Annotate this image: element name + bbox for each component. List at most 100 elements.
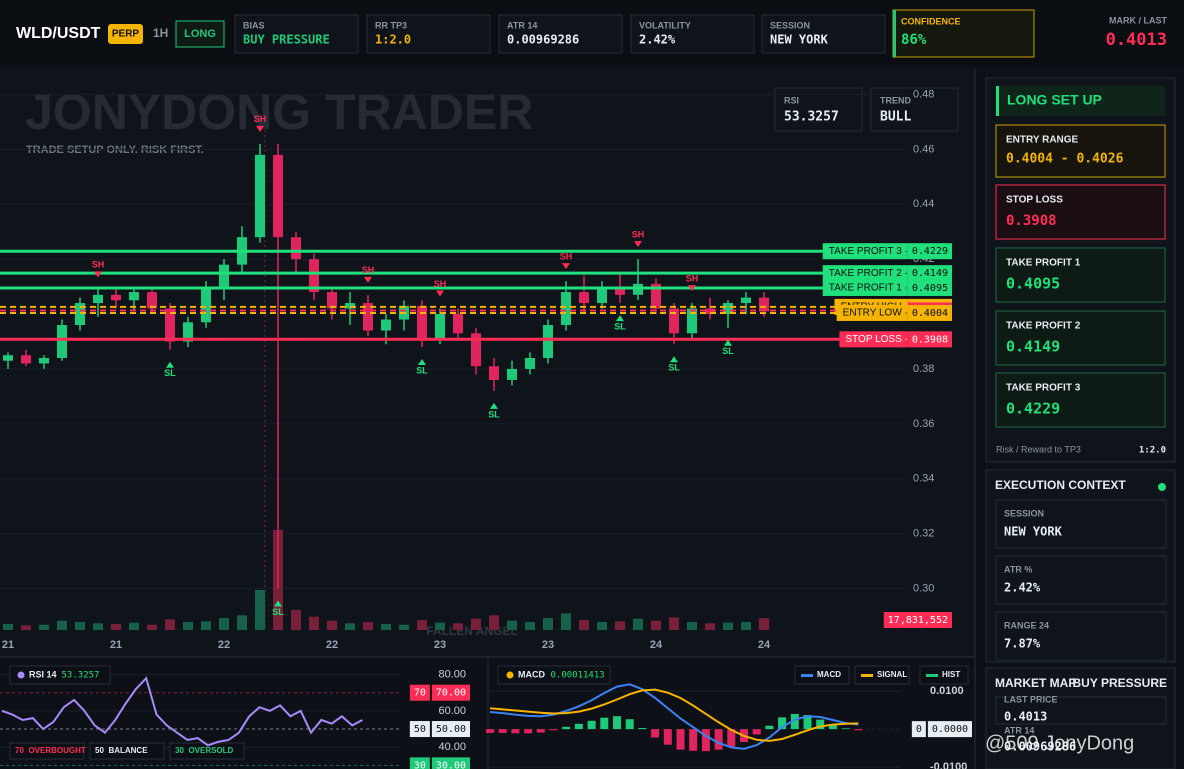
x-tick-label: 22 xyxy=(326,639,338,651)
map-label: LAST PRICE xyxy=(1004,694,1058,704)
volume-bar xyxy=(201,621,211,630)
band-legend-name: OVERSOLD xyxy=(188,746,233,755)
volume-bar xyxy=(111,624,121,630)
candle-body xyxy=(651,283,661,309)
volume-bar xyxy=(39,624,49,630)
volume-bar xyxy=(3,624,13,630)
rsi-value: 53.3257 xyxy=(784,110,839,125)
band-value: 30 xyxy=(414,760,426,769)
band-legend-box xyxy=(9,742,85,760)
swing-arrow xyxy=(616,315,624,322)
legend-name: SIGNAL xyxy=(877,670,907,679)
hist-bar xyxy=(803,715,812,730)
legend-value: 0.00011413 xyxy=(550,671,604,681)
hist-bar xyxy=(574,723,583,730)
panel-title-box xyxy=(996,86,1165,116)
rr-label: Risk / Reward to TP3 xyxy=(996,444,1081,454)
level-name: STOP LOSS · xyxy=(845,334,907,345)
volume-bar xyxy=(345,623,355,630)
legend-value: 53.3257 xyxy=(62,671,100,681)
volume-bar xyxy=(507,620,517,630)
swing-label: SL xyxy=(488,409,500,419)
volume-bar xyxy=(363,622,373,630)
legend-swatch xyxy=(861,674,873,677)
swing-label: SL xyxy=(272,607,284,617)
watermark-title: JONYDONG TRADER xyxy=(25,84,533,140)
volume-bar xyxy=(237,615,247,630)
macd-chart: 0.0100 0.0000 0 -0.0100 MACD 0.00011413 MACD SI… xyxy=(486,665,972,769)
swing-arrow xyxy=(418,358,426,365)
level-value-box xyxy=(907,265,952,282)
zero-badge: 0 xyxy=(916,724,922,735)
x-tick-label: 21 xyxy=(2,639,14,651)
map-box xyxy=(995,696,1167,725)
tp-label: TAKE PROFIT 3 xyxy=(1006,383,1081,394)
y-tick-label: -0.0100 xyxy=(930,761,967,769)
band-label-box xyxy=(431,684,470,701)
stat-value: NEW YORK xyxy=(770,33,829,47)
confidence-accent xyxy=(893,10,896,57)
band-legend-box xyxy=(169,742,245,760)
level-value: 0.3908 xyxy=(912,334,948,345)
candle-body xyxy=(327,292,337,309)
level-name-box xyxy=(822,279,908,296)
swing-arrow xyxy=(562,263,570,270)
candle-body xyxy=(417,305,427,339)
candle-body xyxy=(57,325,67,358)
tp-box xyxy=(995,372,1166,428)
volume-bar xyxy=(291,610,301,630)
candle-body xyxy=(147,292,157,309)
swing-label: SL xyxy=(614,321,626,331)
rsi-line xyxy=(1,676,363,747)
legend-name: MACD xyxy=(518,669,545,679)
hist-bar xyxy=(828,724,837,730)
candle-body xyxy=(561,292,571,326)
band-legend-value: 30 xyxy=(175,746,184,755)
legend-name: MACD xyxy=(817,670,841,679)
context-box xyxy=(995,499,1167,549)
level-name-box xyxy=(822,265,908,282)
band-legend-box xyxy=(89,742,165,760)
trend-value: BULL xyxy=(880,110,911,125)
volume-bar xyxy=(399,624,409,630)
price-chart: 0.300.320.340.360.380.400.420.440.460.48… xyxy=(0,88,952,651)
volume-bar xyxy=(183,622,193,630)
volume-bar xyxy=(579,620,589,630)
stat-value: 2.42% xyxy=(639,33,676,47)
swing-label: SH xyxy=(254,114,267,124)
volume-bar xyxy=(741,622,751,630)
market-badge xyxy=(108,24,143,44)
legend-box xyxy=(9,665,111,685)
tp-label: TAKE PROFIT 2 xyxy=(1006,321,1081,332)
band-legend-name: OVERBOUGHT xyxy=(28,746,85,755)
swing-arrow xyxy=(490,402,498,409)
candle-body xyxy=(669,308,679,334)
volume-bar xyxy=(255,590,265,630)
level-name: TAKE PROFIT 2 · xyxy=(829,268,908,279)
legend-box xyxy=(919,665,969,685)
hist-bar xyxy=(765,725,774,730)
macd-line xyxy=(489,688,859,742)
swing-label: SH xyxy=(686,273,699,283)
tp-value: 0.4095 xyxy=(1006,275,1060,293)
context-panel: EXECUTION CONTEXT SESSION NEW YORK ATR % 2… xyxy=(985,469,1176,663)
volume-bar xyxy=(633,618,643,630)
macd-line xyxy=(489,683,859,750)
candle-body xyxy=(579,292,589,304)
volume-bar xyxy=(723,622,733,630)
x-tick-label: 23 xyxy=(434,639,446,651)
volume-bar xyxy=(435,622,445,630)
entry-value: 0.4004 - 0.4026 xyxy=(1006,152,1124,167)
timeframe[interactable]: 1H xyxy=(153,26,168,40)
candle-body xyxy=(75,303,85,326)
hist-bar xyxy=(511,729,520,734)
y-tick-label: 80.00 xyxy=(438,668,466,680)
swing-arrow xyxy=(256,125,264,132)
pair: WLD/USDT xyxy=(16,25,101,42)
context-box xyxy=(995,611,1167,661)
x-tick-label: 23 xyxy=(542,639,554,651)
level-name: TAKE PROFIT 1 · xyxy=(829,283,908,294)
swing-label: SL xyxy=(416,365,428,375)
stat-box xyxy=(498,14,623,54)
